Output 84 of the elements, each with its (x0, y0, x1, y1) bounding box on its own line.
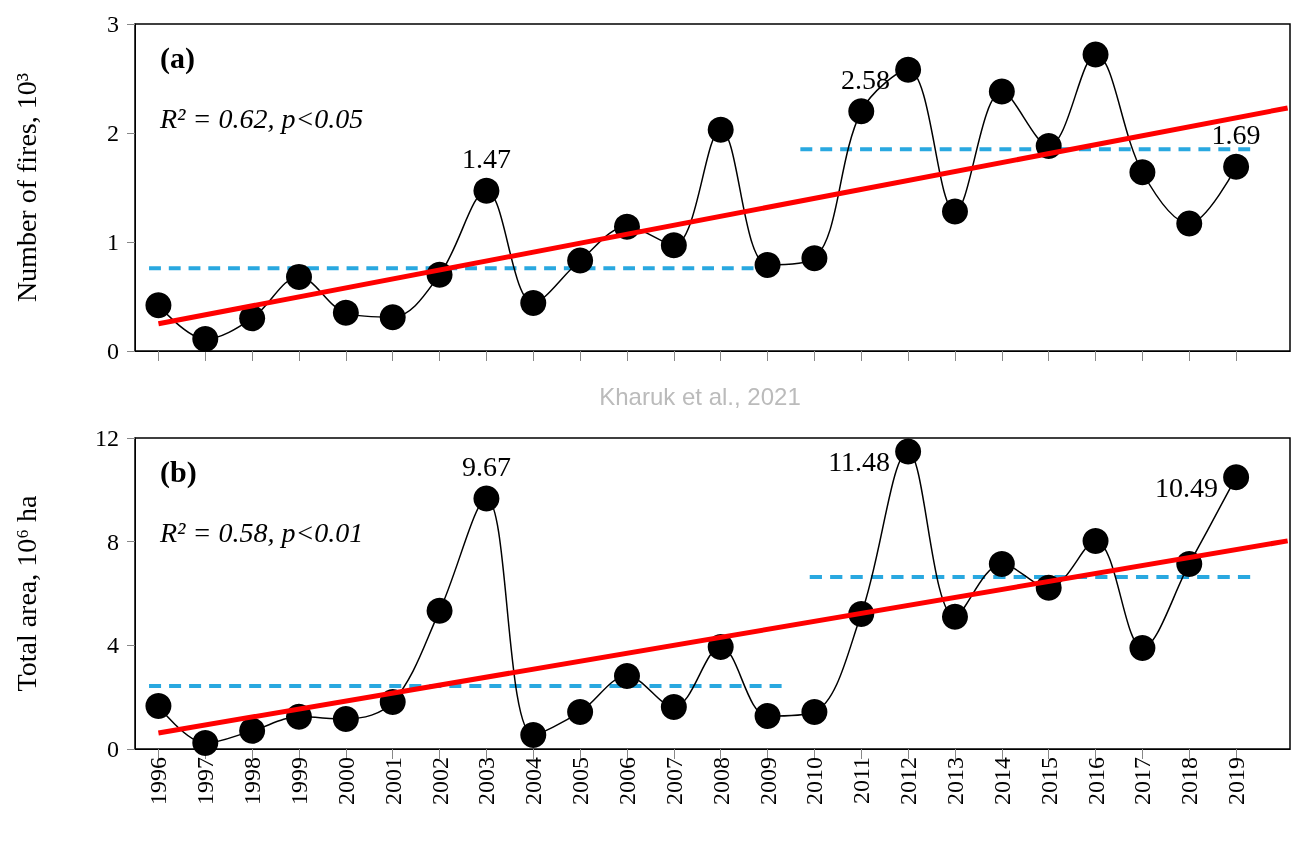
annotation: 10.49 (1155, 471, 1219, 503)
x-tick-label: 2008 (707, 757, 734, 805)
point (1176, 210, 1203, 237)
point (895, 56, 922, 83)
point (473, 177, 500, 204)
x-tick-label: 2010 (801, 757, 828, 805)
point (520, 290, 547, 317)
point (707, 116, 734, 143)
x-tick-label: 2006 (613, 757, 640, 805)
x-tick-label: 2018 (1176, 757, 1203, 805)
point (614, 662, 640, 689)
x-tick-label: 2007 (660, 757, 687, 805)
point (520, 722, 547, 748)
point (801, 245, 828, 272)
point (426, 597, 453, 624)
x-tick-label: 2005 (567, 757, 594, 805)
x-tick-label: 2002 (426, 757, 453, 805)
point (567, 247, 594, 274)
x-tick-label: 2004 (520, 757, 547, 805)
point (332, 299, 359, 326)
y-tick-label: 4 (107, 632, 119, 659)
x-tick-label: 2001 (379, 757, 406, 805)
x-tick-label: 2019 (1223, 757, 1250, 805)
point (848, 98, 875, 125)
text: Kharuk et al., 2021 (599, 382, 801, 410)
point (145, 292, 172, 319)
point (895, 438, 922, 465)
x-tick-label: 2014 (988, 757, 1015, 805)
x-tick-label: 2017 (1129, 757, 1156, 805)
annotation: 11.48 (828, 445, 891, 477)
point (942, 198, 968, 225)
x-tick-label: 2003 (473, 757, 500, 805)
y-tick-label: 2 (107, 120, 119, 146)
point (1129, 634, 1156, 661)
y-tick-label: 12 (95, 425, 119, 451)
point (660, 694, 687, 721)
y-tick-label: 0 (107, 338, 119, 364)
y-tick-label: 1 (107, 229, 119, 255)
y-tick-label: 0 (107, 736, 119, 762)
point (754, 703, 781, 730)
point (239, 717, 266, 744)
x-tick-label: 1996 (145, 757, 172, 805)
x-tick-label: 2016 (1082, 757, 1109, 805)
point (1223, 464, 1250, 491)
point (567, 698, 594, 725)
point (1082, 527, 1109, 554)
point (332, 705, 359, 732)
point (988, 78, 1015, 105)
x-tick-label: 1998 (239, 757, 266, 805)
x-tick-label: 2015 (1035, 757, 1062, 805)
annotation: R² = 0.62, p<0.05 (159, 102, 364, 134)
annotation: 1.69 (1211, 119, 1261, 151)
point (473, 485, 500, 512)
annotation: (b) (160, 454, 197, 489)
y-tick-label: 8 (107, 528, 119, 555)
point (988, 550, 1015, 577)
point (1129, 159, 1156, 186)
point (942, 603, 968, 630)
y-tick-label: 3 (107, 11, 119, 37)
x-tick-label: 2013 (941, 757, 968, 805)
x-tick-label: 2011 (848, 757, 875, 805)
point (145, 692, 172, 719)
annotation: (a) (160, 40, 195, 75)
point (801, 698, 828, 725)
point (660, 232, 687, 259)
point (192, 326, 219, 352)
y-axis-title: Number of fires, 10³ (10, 72, 42, 303)
annotation: 2.58 (841, 64, 891, 96)
point (239, 305, 266, 332)
point (379, 304, 406, 331)
y-axis-title: Total area, 10⁶ ha (10, 494, 42, 692)
point (754, 251, 781, 278)
annotation: 9.67 (461, 450, 511, 482)
point (192, 730, 219, 757)
annotation: 1.47 (461, 143, 511, 175)
point (1223, 153, 1250, 180)
point (1082, 41, 1109, 68)
x-tick-label: 2000 (332, 757, 359, 805)
x-tick-label: 1999 (286, 757, 312, 805)
annotation: R² = 0.58, p<0.01 (159, 516, 364, 548)
point (286, 263, 312, 290)
x-tick-label: 1997 (192, 757, 219, 805)
x-tick-label: 2009 (754, 757, 781, 805)
x-tick-label: 2012 (895, 757, 922, 805)
